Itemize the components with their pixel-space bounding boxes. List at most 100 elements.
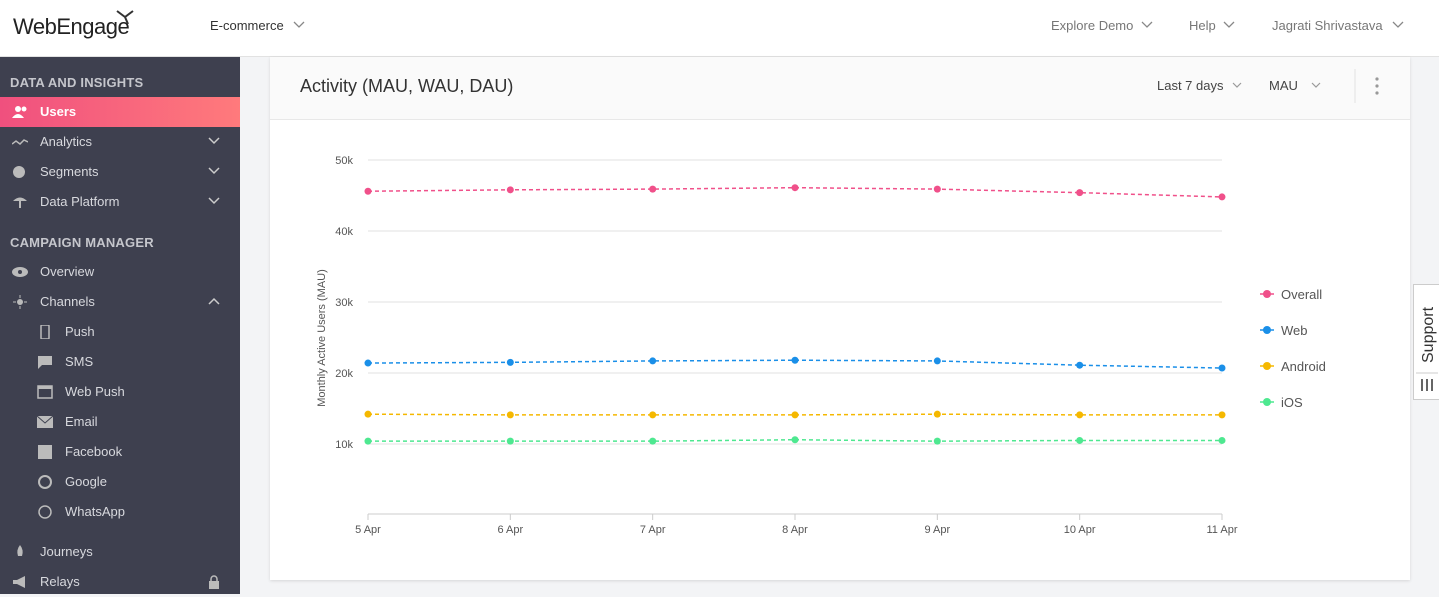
menu-item[interactable]: Google bbox=[0, 467, 240, 497]
data-point bbox=[364, 187, 372, 195]
data-point bbox=[506, 411, 514, 419]
card-title: Activity (MAU, WAU, DAU) bbox=[300, 76, 514, 96]
data-point bbox=[1218, 411, 1226, 419]
menu-item[interactable]: Facebook bbox=[0, 437, 240, 467]
chart-card: Activity (MAU, WAU, DAU) Last 7 days MAU bbox=[270, 57, 1410, 580]
icon bbox=[38, 475, 52, 489]
x-tick-label: 5 Apr bbox=[355, 524, 381, 536]
nav-link[interactable]: Explore Demo bbox=[1051, 18, 1134, 33]
menu-label: Email bbox=[65, 414, 98, 429]
menu-item[interactable]: Email bbox=[0, 407, 240, 437]
data-point bbox=[506, 186, 514, 194]
data-point bbox=[933, 410, 941, 418]
chevron bbox=[208, 167, 220, 175]
support-icon: Support bbox=[1416, 306, 1438, 391]
menu-label: WhatsApp bbox=[65, 504, 125, 519]
sidebar: DATA AND INSIGHTS Users Analytics Segmen… bbox=[0, 57, 240, 594]
x-tick-label: 11 Apr bbox=[1207, 524, 1238, 536]
data-point bbox=[506, 358, 514, 366]
data-point bbox=[791, 411, 799, 419]
menu-item[interactable]: Push bbox=[0, 317, 240, 347]
x-tick-label: 6 Apr bbox=[497, 524, 523, 536]
menu-label: Journeys bbox=[40, 544, 93, 559]
data-point bbox=[506, 437, 514, 445]
data-point bbox=[933, 437, 941, 445]
menu-item[interactable]: Web Push bbox=[0, 377, 240, 407]
menu-label: Channels bbox=[40, 294, 95, 309]
top-bar: WebEngage E-commerce Explore Demo Help J… bbox=[0, 0, 1439, 57]
card-header: Activity (MAU, WAU, DAU) Last 7 days MAU bbox=[270, 57, 1410, 120]
menu-item[interactable]: Data Platform bbox=[0, 187, 240, 217]
legend-label: Web bbox=[1281, 323, 1308, 338]
legend-label: Android bbox=[1281, 359, 1326, 374]
y-tick-label: 30k bbox=[335, 297, 353, 309]
data-point bbox=[1218, 193, 1226, 201]
menu-item[interactable]: Journeys bbox=[0, 537, 240, 567]
menu-label: Segments bbox=[40, 164, 99, 179]
project-select[interactable]: E-commerce bbox=[210, 18, 284, 33]
legend-label: Overall bbox=[1281, 287, 1322, 302]
icon bbox=[17, 545, 23, 556]
data-point bbox=[1076, 361, 1084, 369]
chevron bbox=[208, 137, 220, 145]
icon bbox=[13, 197, 27, 208]
icon bbox=[12, 106, 27, 118]
data-point bbox=[933, 185, 941, 193]
menu-item[interactable]: Users bbox=[0, 97, 240, 127]
menu-label: SMS bbox=[65, 354, 94, 369]
section-title: CAMPAIGN MANAGER bbox=[10, 235, 154, 250]
header-icons bbox=[1232, 69, 1379, 103]
menu-label: Data Platform bbox=[40, 194, 120, 209]
lock-icon bbox=[209, 575, 219, 589]
menu-item[interactable]: Channels bbox=[0, 287, 240, 317]
logo-bird bbox=[116, 10, 134, 25]
menu-label: Analytics bbox=[40, 134, 93, 149]
data-point bbox=[933, 357, 941, 365]
menu-label: Users bbox=[40, 104, 77, 119]
menu-item[interactable]: SMS bbox=[0, 347, 240, 377]
data-point bbox=[1076, 436, 1084, 444]
y-tick-label: 10k bbox=[335, 439, 353, 451]
icon bbox=[37, 385, 53, 399]
y-tick-label: 20k bbox=[335, 368, 353, 380]
data-point bbox=[649, 185, 657, 193]
metric-filter[interactable]: MAU bbox=[1269, 78, 1298, 93]
section-title: DATA AND INSIGHTS bbox=[10, 75, 144, 90]
data-point bbox=[649, 411, 657, 419]
y-tick-label: 40k bbox=[335, 226, 353, 238]
icon bbox=[12, 139, 28, 145]
menu-item[interactable]: WhatsApp bbox=[0, 497, 240, 527]
icon bbox=[38, 505, 52, 519]
support-tab[interactable]: Support bbox=[1413, 284, 1439, 400]
chevron bbox=[208, 197, 220, 205]
icon bbox=[38, 445, 52, 459]
data-point bbox=[791, 436, 799, 444]
menu-label: Web Push bbox=[65, 384, 125, 399]
nav-link[interactable]: Help bbox=[1189, 18, 1216, 33]
icon bbox=[12, 267, 28, 277]
chevrons bbox=[293, 21, 1404, 28]
logo[interactable]: WebEngage bbox=[13, 14, 130, 39]
date-filter[interactable]: Last 7 days bbox=[1157, 78, 1224, 93]
chevron bbox=[208, 297, 220, 305]
icon bbox=[40, 325, 50, 339]
support-label: Support bbox=[1420, 306, 1437, 363]
menu-label: Facebook bbox=[65, 444, 123, 459]
menu-label: Overview bbox=[40, 264, 95, 279]
nav-link[interactable]: Jagrati Shrivastava bbox=[1272, 18, 1383, 33]
x-tick-label: 7 Apr bbox=[640, 524, 666, 536]
data-point bbox=[1076, 411, 1084, 419]
menu-item[interactable]: Overview bbox=[0, 257, 240, 287]
data-point bbox=[364, 410, 372, 418]
data-point bbox=[791, 184, 799, 192]
data-point bbox=[1218, 436, 1226, 444]
menu-item[interactable]: Segments bbox=[0, 157, 240, 187]
data-point bbox=[364, 437, 372, 445]
menu-item[interactable]: Analytics bbox=[0, 127, 240, 157]
menu-label: Google bbox=[65, 474, 107, 489]
menu-item[interactable]: Relays bbox=[0, 567, 240, 597]
icon bbox=[13, 295, 27, 309]
icon bbox=[38, 356, 52, 369]
